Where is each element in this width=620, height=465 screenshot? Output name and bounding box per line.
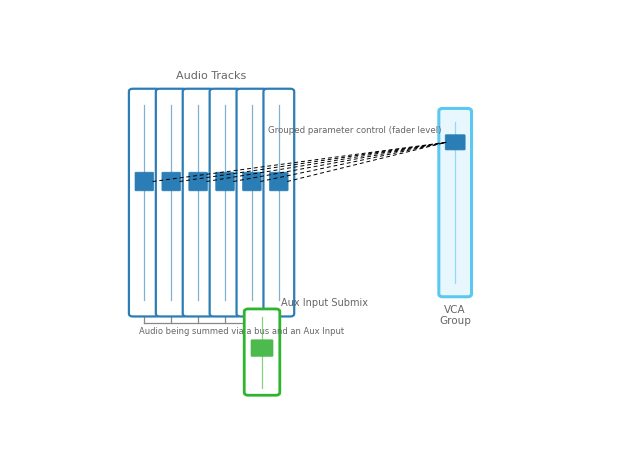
FancyBboxPatch shape [189,172,207,191]
FancyBboxPatch shape [244,309,280,395]
FancyBboxPatch shape [156,89,187,317]
Text: VCA
Group: VCA Group [439,305,471,326]
Text: Audio being summed via a bus and an Aux Input: Audio being summed via a bus and an Aux … [140,327,345,336]
Text: Aux Input Submix: Aux Input Submix [281,298,368,308]
FancyBboxPatch shape [210,89,241,317]
FancyBboxPatch shape [445,135,465,150]
FancyBboxPatch shape [162,172,180,191]
FancyBboxPatch shape [251,340,273,356]
FancyBboxPatch shape [183,89,213,317]
Text: Grouped parameter control (fader level): Grouped parameter control (fader level) [268,126,441,135]
FancyBboxPatch shape [216,172,234,191]
FancyBboxPatch shape [264,89,294,317]
Text: Audio Tracks: Audio Tracks [177,71,247,81]
FancyBboxPatch shape [270,172,288,191]
FancyBboxPatch shape [129,89,160,317]
FancyBboxPatch shape [237,89,267,317]
FancyBboxPatch shape [439,108,472,297]
FancyBboxPatch shape [242,172,261,191]
FancyBboxPatch shape [135,172,154,191]
